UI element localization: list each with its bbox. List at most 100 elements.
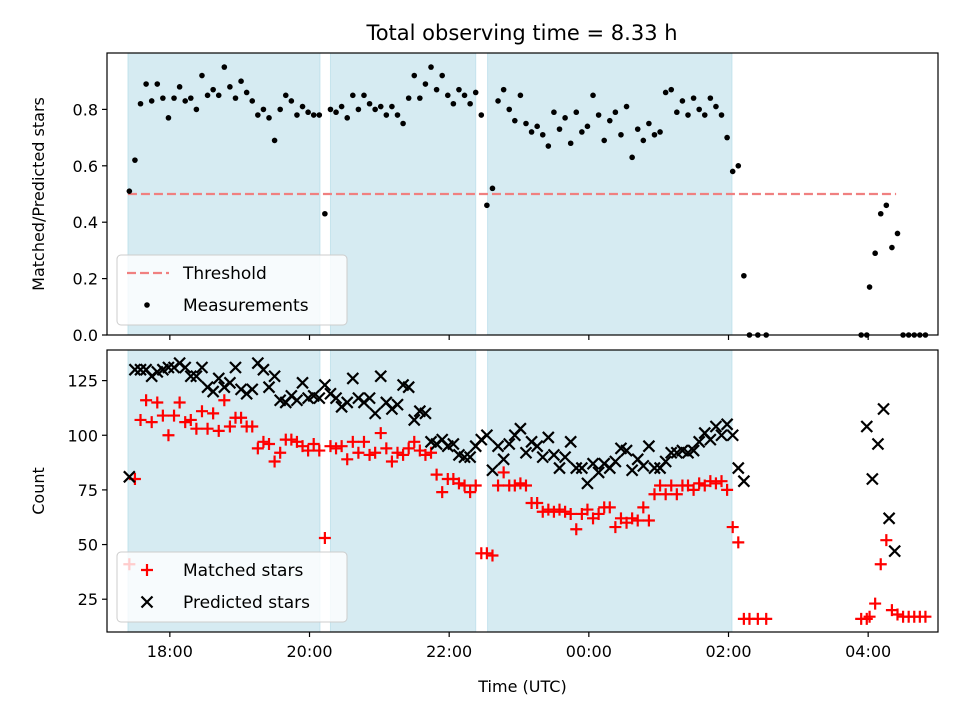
data-point-measurement [126,188,133,194]
data-point-predicted [564,435,577,449]
data-point-measurement [741,272,747,279]
data-point-matched [307,438,320,450]
data-point-matched [380,442,393,455]
x-tick-label: 02:00 [705,642,751,661]
data-point-predicted [704,433,717,446]
data-point-measurement [606,117,613,124]
data-point-measurement [484,202,490,209]
data-point-matched [626,512,639,525]
top-panel: 0.0 0.2 0.4 0.6 0.8 Matched/Predicted stars Th… [29,52,939,345]
data-point-predicted [715,428,728,442]
legend-label: Measurements [183,296,309,316]
data-point-predicted [581,477,594,490]
data-point-matched [659,488,672,501]
data-point-matched [687,483,700,496]
legend-marker-matched [141,564,153,576]
data-point-measurement [467,100,473,107]
data-point-measurement [333,109,339,116]
data-point-measurement [523,120,529,127]
data-point-predicted [368,407,382,420]
data-point-predicted [720,418,734,431]
data-point-matched [486,549,499,562]
data-point-matched [335,440,348,453]
data-point-measurement [707,95,714,101]
data-point-matched [648,488,661,501]
data-point-matched [559,505,572,518]
data-point-measurement [193,106,200,113]
data-point-measurement [148,98,155,104]
series-predicted-stars [123,356,901,558]
data-point-measurement [657,129,663,135]
data-point-measurement [534,123,540,130]
legend-label: Matched stars [183,561,303,581]
data-point-matched [592,507,605,520]
data-point-matched [760,612,773,625]
data-point-measurement [668,86,675,93]
data-point-measurement [489,185,496,192]
data-point-measurement [394,112,401,118]
data-point-measurement [545,143,552,149]
data-point-matched [134,413,147,426]
data-point-measurement [372,106,378,113]
x-tick-label: 20:00 [286,642,332,661]
data-point-matched [492,479,505,492]
data-point-predicted [363,391,376,405]
data-point-measurement [221,64,228,70]
y-tick-label: 25 [78,590,98,609]
data-point-predicted [223,376,237,390]
data-point-predicted [402,380,415,394]
data-point-measurement [601,137,608,144]
data-point-matched [581,503,594,516]
data-point-matched [251,442,264,455]
data-point-matched [497,466,510,479]
data-point-matched [880,534,893,547]
data-point-predicted [290,394,304,407]
data-point-measurement [383,112,390,118]
data-point-measurement [411,72,418,79]
data-point-predicted [530,439,544,453]
data-point-measurement [350,92,356,99]
data-point-matched [693,477,706,490]
data-point-predicted [206,385,220,398]
data-point-predicted [128,363,142,376]
data-point-predicted [648,461,661,475]
data-point-measurement [883,202,890,209]
data-point-matched [179,416,192,429]
data-point-matched [609,521,622,534]
data-point-measurement [243,89,250,96]
data-point-matched [721,483,734,496]
data-point-predicted [458,450,471,464]
data-point-predicted [463,450,477,464]
data-point-predicted [480,428,494,442]
data-point-matched [402,442,415,455]
data-point-measurement [724,134,730,141]
data-point-matched [654,479,667,492]
data-point-predicted [123,470,136,484]
data-point-matched [670,488,683,501]
data-point-predicted [659,455,672,468]
data-point-predicted [190,369,203,383]
data-point-matched [201,422,214,435]
data-point-measurement [249,98,256,104]
data-point-measurement [562,115,568,121]
shaded-interval-1 [329,349,477,633]
data-point-measurement [238,78,244,84]
data-point-predicted [502,437,516,451]
data-point-predicted [419,407,432,420]
data-point-predicted [514,422,527,435]
data-point-predicted [882,512,896,525]
data-point-matched [709,477,722,490]
y-tick-label: 50 [78,536,98,555]
data-point-measurement [294,112,300,118]
data-point-matched [869,597,882,610]
data-point-measurement [685,112,691,118]
data-point-measurement [472,89,479,96]
data-point-matched [542,503,555,516]
data-point-measurement [450,100,457,107]
data-point-measurement [674,109,680,116]
data-point-matched [704,475,717,488]
data-point-measurement [187,95,194,101]
data-point-matched [891,608,904,621]
data-point-measurement [160,95,166,101]
data-point-measurement [215,92,222,99]
